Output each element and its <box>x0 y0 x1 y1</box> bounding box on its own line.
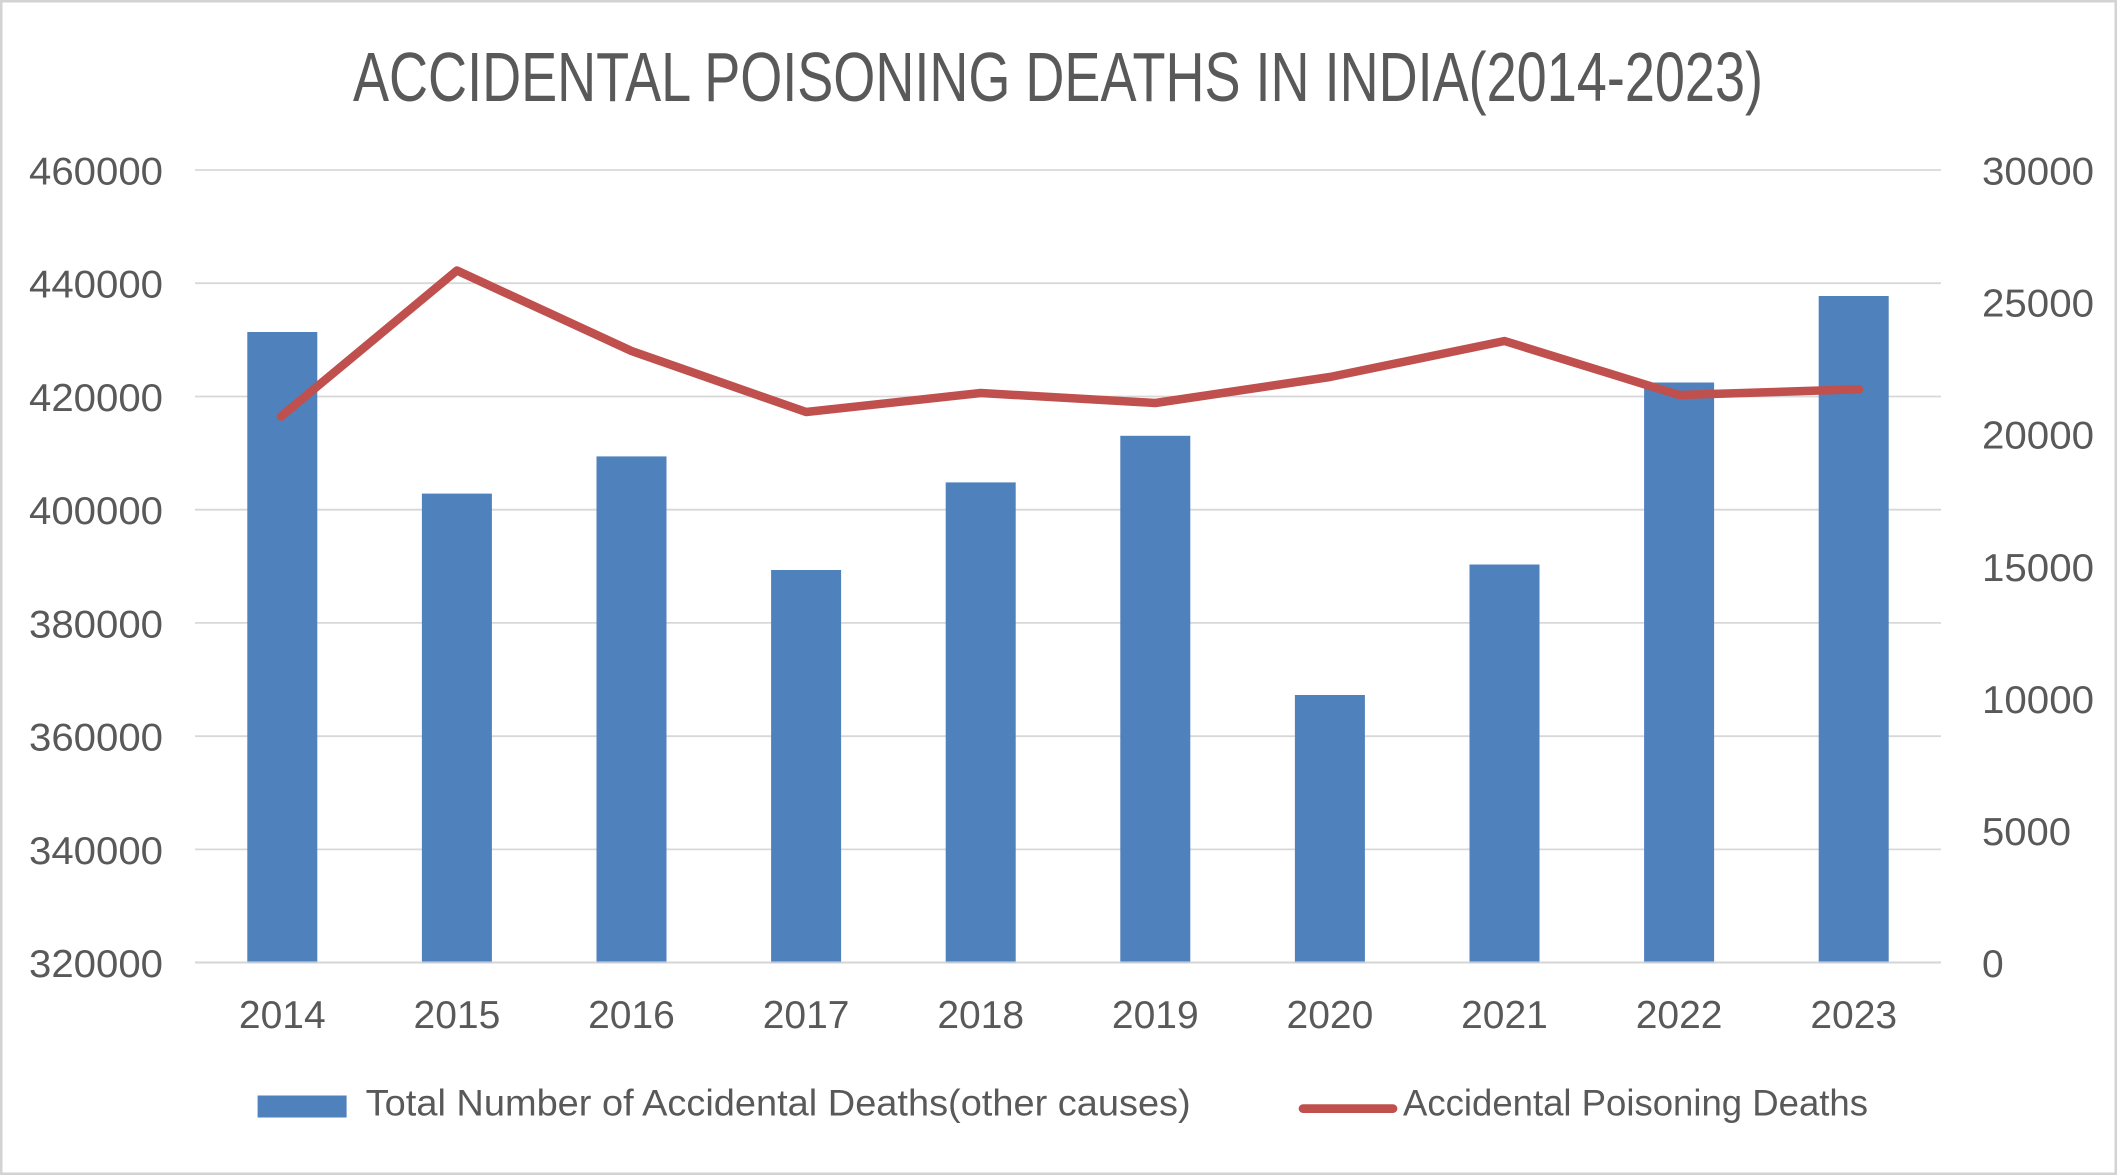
svg-text:10000: 10000 <box>1982 679 2094 722</box>
svg-text:5000: 5000 <box>1982 811 2071 854</box>
svg-text:15000: 15000 <box>1982 547 2094 590</box>
svg-text:20000: 20000 <box>1982 415 2094 458</box>
svg-text:2016: 2016 <box>588 994 675 1037</box>
svg-text:2022: 2022 <box>1636 994 1723 1037</box>
svg-text:2020: 2020 <box>1287 994 1374 1037</box>
svg-text:2023: 2023 <box>1810 994 1897 1037</box>
svg-text:360000: 360000 <box>29 717 163 760</box>
svg-text:ACCIDENTAL POISONING DEATHS IN: ACCIDENTAL POISONING DEATHS IN INDIA(201… <box>353 38 1763 116</box>
svg-text:0: 0 <box>1982 943 2004 986</box>
svg-text:2017: 2017 <box>763 994 850 1037</box>
svg-text:Total Number of Accidental Dea: Total Number of Accidental Deaths(other … <box>366 1083 1191 1124</box>
svg-text:440000: 440000 <box>29 264 163 307</box>
svg-text:30000: 30000 <box>1982 151 2094 194</box>
svg-text:380000: 380000 <box>29 603 163 646</box>
svg-text:320000: 320000 <box>29 943 163 986</box>
svg-text:2015: 2015 <box>414 994 501 1037</box>
svg-text:340000: 340000 <box>29 830 163 873</box>
svg-text:2018: 2018 <box>937 994 1024 1037</box>
svg-text:25000: 25000 <box>1982 283 2094 326</box>
svg-text:420000: 420000 <box>29 377 163 420</box>
svg-text:2014: 2014 <box>239 994 326 1037</box>
svg-text:2021: 2021 <box>1461 994 1548 1037</box>
svg-text:Accidental Poisoning Deaths: Accidental Poisoning Deaths <box>1403 1083 1868 1124</box>
svg-text:460000: 460000 <box>29 151 163 194</box>
svg-text:400000: 400000 <box>29 490 163 533</box>
svg-text:2019: 2019 <box>1112 994 1199 1037</box>
